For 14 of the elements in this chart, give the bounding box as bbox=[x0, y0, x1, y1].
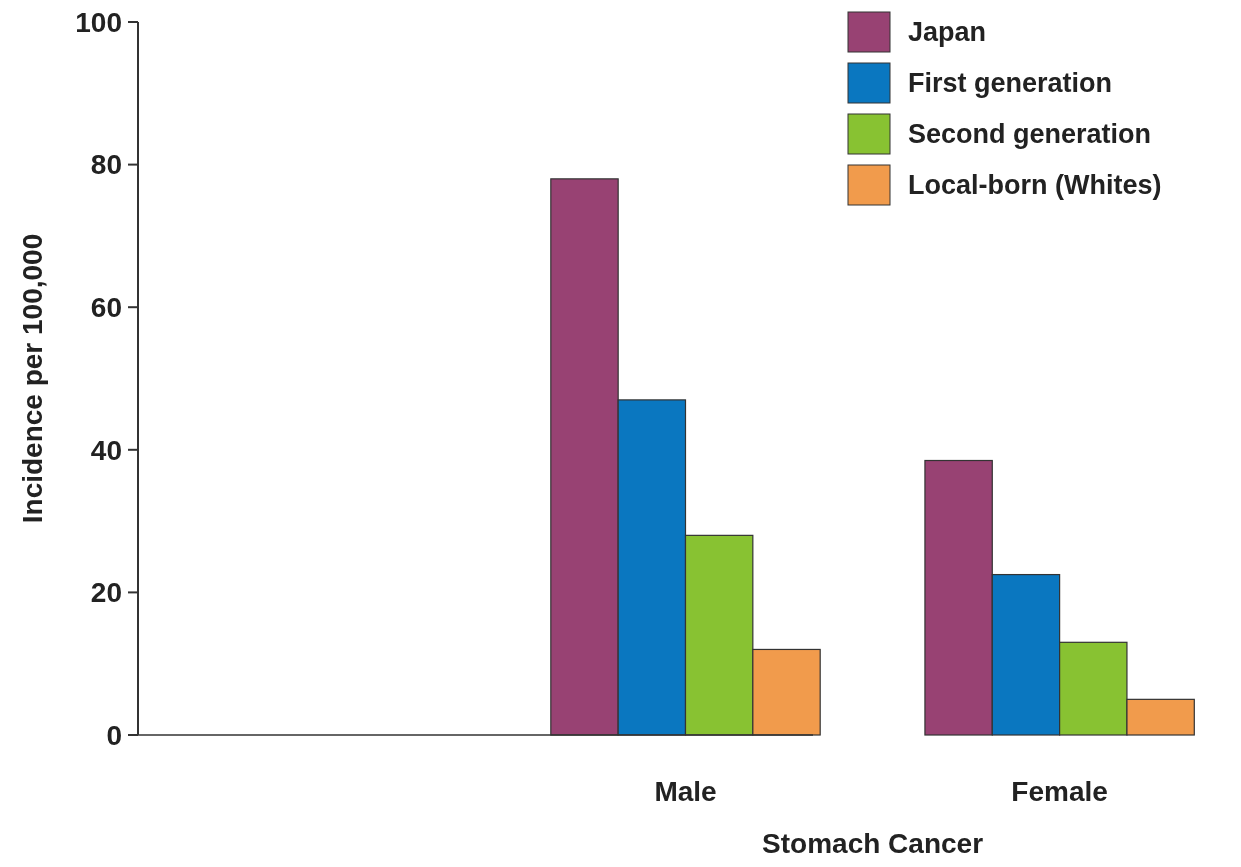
x-axis-title: Stomach Cancer bbox=[762, 828, 984, 859]
y-tick-label: 0 bbox=[106, 719, 122, 751]
legend-label: Japan bbox=[908, 17, 987, 48]
y-tick-label: 40 bbox=[90, 434, 122, 466]
legend-label: Second generation bbox=[908, 119, 1152, 150]
y-tick-label: 60 bbox=[90, 292, 122, 323]
x-tick-label: Female bbox=[1011, 776, 1108, 807]
y-tick-label: 100 bbox=[75, 6, 122, 38]
y-axis-title: Incidence per 100,000 bbox=[17, 233, 48, 524]
y-tick-label: 80 bbox=[90, 149, 122, 181]
y-tick-label: 20 bbox=[90, 577, 122, 609]
legend-label: Local-born (Whites) bbox=[908, 170, 1162, 201]
x-tick-label: Male bbox=[654, 776, 717, 807]
legend-label: First generation bbox=[908, 68, 1113, 99]
